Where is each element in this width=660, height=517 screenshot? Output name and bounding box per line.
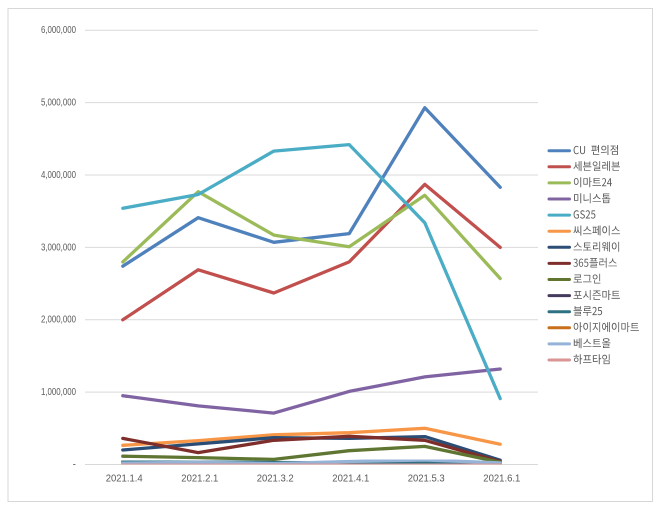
svg-text:1,000,000: 1,000,000 [41,387,76,398]
svg-text:2,000,000: 2,000,000 [41,315,76,326]
svg-text:4,000,000: 4,000,000 [41,170,76,181]
svg-text:2021.4.1: 2021.4.1 [332,473,369,485]
svg-text:2021.6.1: 2021.6.1 [483,473,520,485]
svg-text:5,000,000: 5,000,000 [41,98,76,109]
svg-text:-: - [73,459,76,470]
svg-text:2021.3.2: 2021.3.2 [257,473,294,485]
svg-text:2021.1.4: 2021.1.4 [106,473,143,485]
svg-text:2021.2.1: 2021.2.1 [181,473,218,485]
svg-text:2021.5.3: 2021.5.3 [408,473,445,485]
svg-text:6,000,000: 6,000,000 [41,25,76,36]
svg-text:3,000,000: 3,000,000 [41,242,76,253]
